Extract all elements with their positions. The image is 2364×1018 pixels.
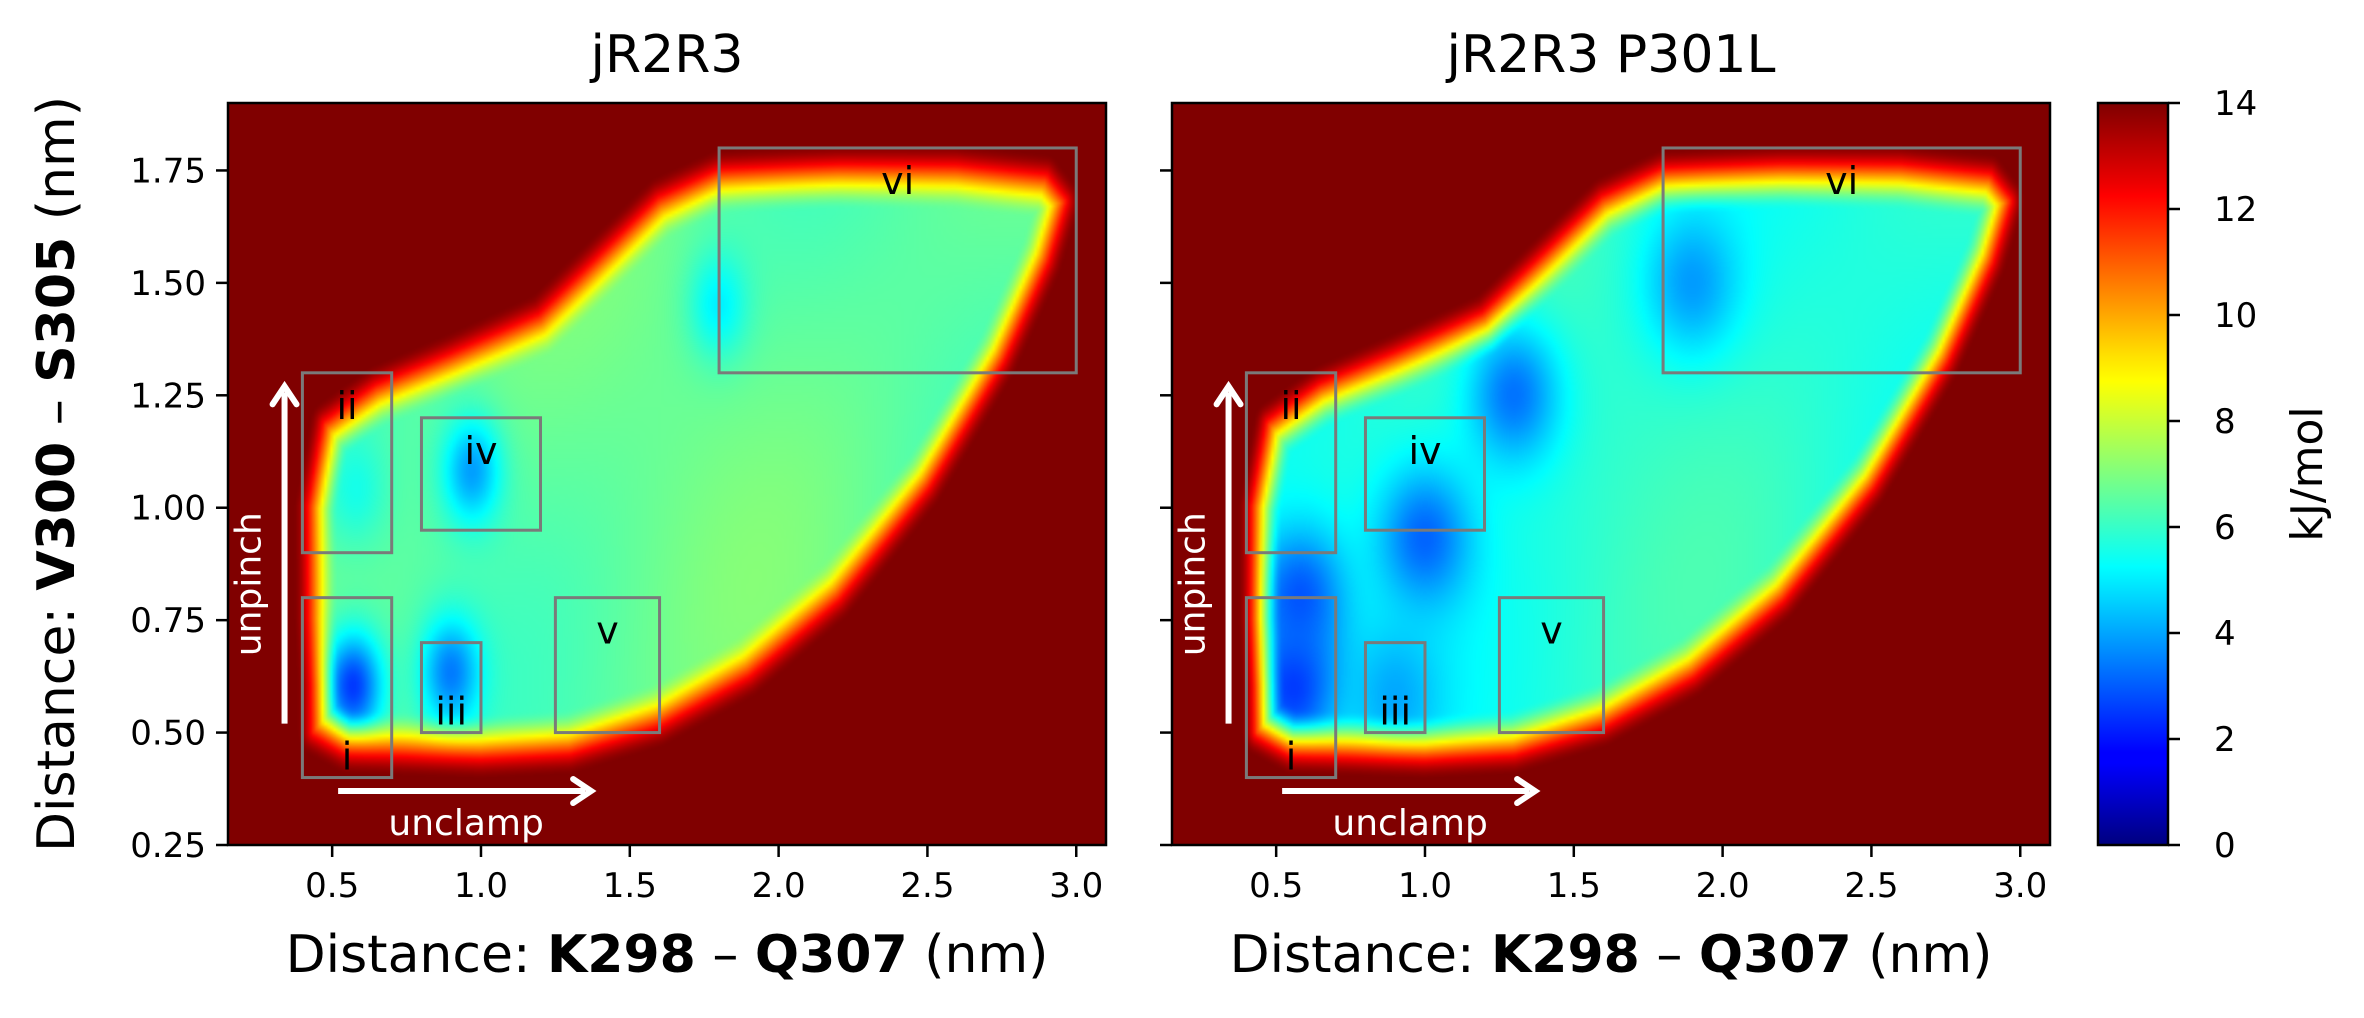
colorbar-tick-label: 8 — [2214, 402, 2236, 442]
right-heatmap-holder — [1172, 103, 2050, 845]
region-box-iv — [1363, 416, 1487, 532]
x-tick-label: 0.5 — [305, 866, 359, 906]
y-tick-label: 1.50 — [130, 264, 206, 304]
region-label-vi: vi — [1825, 159, 1858, 203]
left-x-axis-label: Distance: K298 – Q307 (nm) — [286, 925, 1049, 985]
left-plot-frame — [226, 101, 1108, 847]
region-label-v: v — [596, 609, 619, 653]
right-annotations: unpinch unclamp — [1173, 380, 1541, 844]
region-label-i: i — [342, 735, 353, 779]
right-y-axis — [1160, 169, 1172, 847]
region-box-i — [1244, 596, 1338, 780]
colorbar-label: kJ/mol — [2282, 406, 2333, 541]
x-tick-label: 2.0 — [752, 866, 806, 906]
colorbar-tick-label: 10 — [2214, 296, 2257, 336]
x-tick-label: 1.0 — [454, 866, 508, 906]
region-label-iv: iv — [1408, 429, 1441, 473]
y-tick-label: 0.75 — [130, 601, 206, 641]
region-box-vi — [717, 146, 1078, 375]
x-tick-label: 2.5 — [900, 866, 954, 906]
y-tick-label: 0.25 — [130, 826, 206, 866]
colorbar-tick-label: 4 — [2214, 614, 2236, 654]
unclamp-label: unclamp — [1332, 803, 1487, 844]
region-label-ii: ii — [336, 384, 357, 428]
colorbar: 0 2 4 6 8 10 12 14 kJ/mol — [2096, 84, 2333, 866]
colorbar-gradient — [2096, 101, 2170, 847]
colorbar-tick-label: 2 — [2214, 720, 2236, 760]
right-x-axis-label: Distance: K298 – Q307 (nm) — [1230, 925, 1993, 985]
x-tick-label: 1.5 — [603, 866, 657, 906]
y-axis-label: Distance: V300 – S305 (nm) — [27, 96, 87, 852]
y-tick-label: 1.00 — [130, 489, 206, 529]
region-box-v — [553, 596, 662, 735]
right-plot-frame — [1170, 101, 2052, 847]
left-heatmap — [228, 103, 1106, 845]
colorbar-tick-label: 0 — [2214, 826, 2236, 866]
region-label-iv: iv — [464, 429, 497, 473]
region-box-ii — [300, 371, 394, 555]
region-box-iv — [419, 416, 543, 532]
region-label-i: i — [1286, 735, 1297, 779]
colorbar-tick-label: 12 — [2214, 190, 2257, 230]
left-annotations: unpinch unclamp — [229, 380, 597, 844]
region-label-iii: iii — [1379, 690, 1411, 734]
unclamp-arrow-head — [1514, 776, 1541, 807]
y-tick-label: 1.25 — [130, 376, 206, 416]
x-tick-label: 3.0 — [1993, 866, 2047, 906]
unclamp-arrow-head — [570, 776, 597, 807]
colorbar-tick-label: 14 — [2214, 84, 2257, 124]
region-label-ii: ii — [1280, 384, 1301, 428]
x-tick-label: 2.0 — [1696, 866, 1750, 906]
unpinch-label: unpinch — [229, 512, 270, 656]
region-label-vi: vi — [881, 159, 914, 203]
region-box-vi — [1661, 146, 2022, 375]
right-x-axis: 0.5 1.0 1.5 2.0 2.5 3.0 — [1249, 845, 2047, 906]
left-y-axis: 0.25 0.50 0.75 1.00 1.25 1.50 1.75 — [130, 151, 228, 866]
right-panel-title: jR2R3 P301L — [1446, 25, 1776, 85]
left-heatmap-holder — [228, 103, 1106, 845]
colorbar-ticks: 0 2 4 6 8 10 12 14 — [2168, 84, 2257, 866]
region-label-v: v — [1540, 609, 1563, 653]
x-tick-label: 3.0 — [1049, 866, 1103, 906]
left-panel-title: jR2R3 — [590, 25, 744, 85]
region-label-iii: iii — [435, 690, 467, 734]
right-heatmap — [1172, 103, 2050, 845]
region-box-v — [1497, 596, 1606, 735]
region-box-i — [300, 596, 394, 780]
colorbar-tick-label: 6 — [2214, 508, 2236, 548]
x-tick-label: 1.0 — [1398, 866, 1452, 906]
region-box-ii — [1244, 371, 1338, 555]
unclamp-label: unclamp — [388, 803, 543, 844]
left-x-axis: 0.5 1.0 1.5 2.0 2.5 3.0 — [305, 845, 1103, 906]
x-tick-label: 2.5 — [1844, 866, 1898, 906]
y-tick-label: 0.50 — [130, 714, 206, 754]
region-box-iii — [1363, 641, 1427, 735]
y-tick-label: 1.75 — [130, 151, 206, 191]
x-tick-label: 1.5 — [1547, 866, 1601, 906]
unpinch-label: unpinch — [1173, 512, 1214, 656]
unpinch-arrow-head — [1213, 380, 1244, 408]
region-box-iii — [419, 641, 483, 735]
x-tick-label: 0.5 — [1249, 866, 1303, 906]
unpinch-arrow-head — [269, 380, 300, 408]
